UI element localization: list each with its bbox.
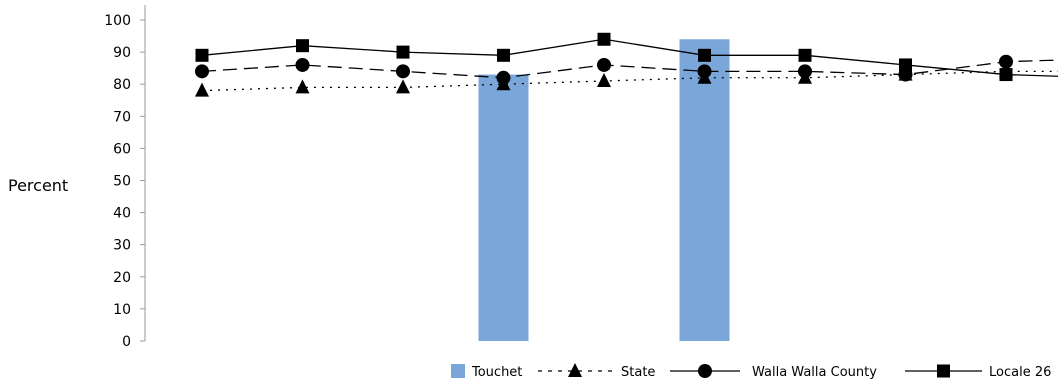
- legend-marker-walla-walla-county: [698, 364, 712, 378]
- legend-marker-locale-26: [937, 365, 950, 378]
- data-point-square: [799, 49, 812, 62]
- legend-label-touchet: Touchet: [471, 365, 522, 380]
- data-point-circle: [296, 58, 310, 72]
- y-tick-label: 90: [113, 45, 131, 61]
- data-point-square: [497, 49, 510, 62]
- legend-swatch-touchet: [451, 364, 465, 378]
- y-tick-label: 50: [113, 174, 131, 190]
- series-line: [202, 71, 1058, 90]
- data-point-square: [698, 49, 711, 62]
- data-point-circle: [497, 71, 511, 85]
- data-point-triangle: [296, 79, 310, 93]
- line-series-state: [195, 63, 1058, 96]
- y-tick-label: 70: [113, 109, 131, 125]
- y-tick-label: 40: [113, 206, 131, 222]
- line-series-locale-26: [196, 33, 1058, 81]
- bar-touchet: [680, 39, 730, 341]
- data-point-square: [196, 49, 209, 62]
- legend-label-walla-walla-county: Walla Walla County: [752, 365, 877, 380]
- data-point-circle: [195, 64, 209, 78]
- y-tick-label: 10: [113, 302, 131, 318]
- data-point-circle: [798, 64, 812, 78]
- legend-label-state: State: [621, 365, 655, 380]
- data-point-triangle: [195, 83, 209, 97]
- data-point-triangle: [396, 79, 410, 93]
- data-point-circle: [999, 55, 1013, 69]
- data-point-square: [598, 33, 611, 46]
- y-tick-label: 30: [113, 238, 131, 254]
- bar-touchet: [479, 75, 529, 341]
- legend-label-locale-26: Locale 26: [989, 365, 1051, 380]
- data-point-triangle: [597, 73, 611, 87]
- series-line: [202, 39, 1058, 78]
- legend-marker-state: [568, 363, 582, 377]
- data-point-square: [397, 46, 410, 59]
- y-axis-label: Percent: [8, 176, 68, 195]
- data-point-square: [296, 39, 309, 52]
- data-point-circle: [396, 64, 410, 78]
- y-axis-ticks: 0 10 20 30 40 50 60 70 80 90 100: [104, 13, 145, 350]
- data-point-circle: [698, 64, 712, 78]
- y-tick-label: 80: [113, 77, 131, 93]
- line-series-group: [195, 33, 1058, 97]
- y-tick-label: 100: [104, 13, 131, 29]
- legend: Touchet State Walla Walla County Locale 26: [451, 363, 1051, 380]
- y-tick-label: 60: [113, 141, 131, 157]
- y-tick-label: 20: [113, 270, 131, 286]
- data-point-circle: [597, 58, 611, 72]
- y-tick-label: 0: [122, 334, 131, 350]
- data-point-square: [1000, 68, 1013, 81]
- series-line: [202, 59, 1058, 78]
- data-point-square: [899, 58, 912, 71]
